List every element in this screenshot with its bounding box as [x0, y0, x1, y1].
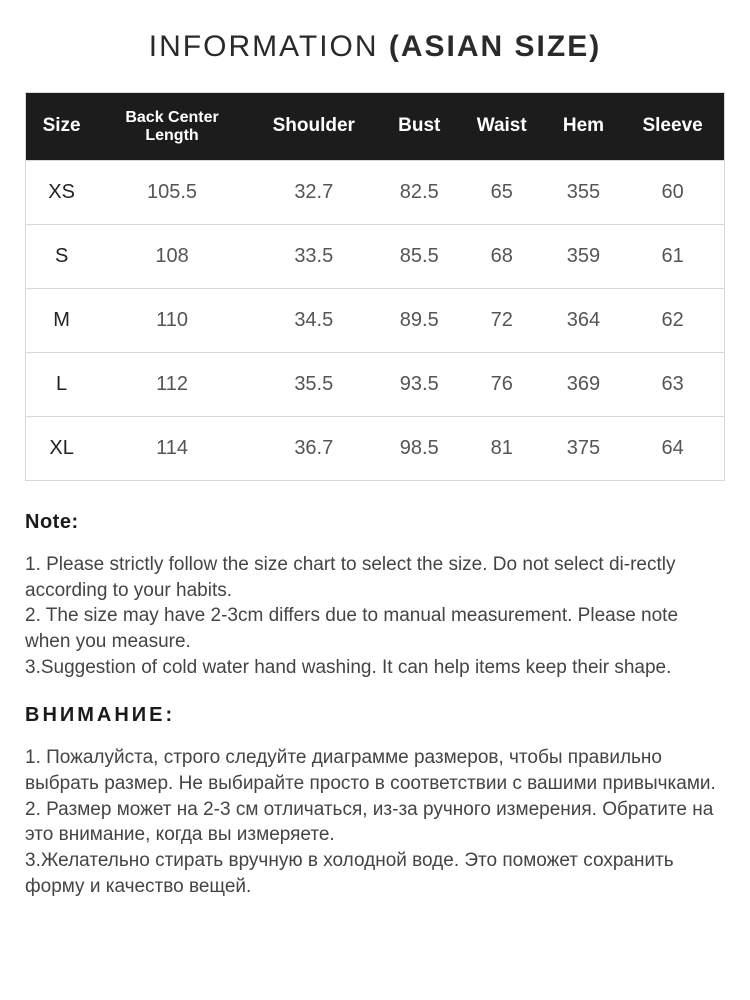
cell: 35.5	[247, 353, 381, 417]
cell: S	[26, 225, 98, 289]
cell: 105.5	[97, 161, 247, 225]
cell: 375	[546, 417, 622, 481]
table-row: L 112 35.5 93.5 76 369 63	[26, 353, 725, 417]
cell: 34.5	[247, 289, 381, 353]
cell: 62	[621, 289, 724, 353]
cell: 36.7	[247, 417, 381, 481]
cell: 359	[546, 225, 622, 289]
size-table: Size Back CenterLength Shoulder Bust Wai…	[25, 92, 725, 481]
cell: 64	[621, 417, 724, 481]
col-sleeve: Sleeve	[621, 93, 724, 161]
cell: 93.5	[381, 353, 458, 417]
page-title: INFORMATION (ASIAN SIZE)	[25, 30, 725, 64]
title-bold: (ASIAN SIZE)	[389, 30, 601, 63]
note-heading-en: Note:	[25, 511, 725, 534]
col-hem: Hem	[546, 93, 622, 161]
cell: 32.7	[247, 161, 381, 225]
title-prefix: INFORMATION	[149, 30, 389, 63]
cell: 61	[621, 225, 724, 289]
cell: 355	[546, 161, 622, 225]
table-row: XL 114 36.7 98.5 81 375 64	[26, 417, 725, 481]
cell: 63	[621, 353, 724, 417]
cell: 68	[458, 225, 546, 289]
cell: L	[26, 353, 98, 417]
note-heading-ru: ВНИМАНИЕ:	[25, 704, 725, 727]
cell: XL	[26, 417, 98, 481]
cell: 112	[97, 353, 247, 417]
cell: 98.5	[381, 417, 458, 481]
table-body: XS 105.5 32.7 82.5 65 355 60 S 108 33.5 …	[26, 161, 725, 481]
cell: 33.5	[247, 225, 381, 289]
cell: 108	[97, 225, 247, 289]
cell: 60	[621, 161, 724, 225]
note-body-ru: 1. Пожалуйста, строго следуйте диаграмме…	[25, 745, 725, 899]
cell: 72	[458, 289, 546, 353]
cell: 114	[97, 417, 247, 481]
cell: 110	[97, 289, 247, 353]
table-row: M 110 34.5 89.5 72 364 62	[26, 289, 725, 353]
col-shoulder: Shoulder	[247, 93, 381, 161]
col-back-center-length: Back CenterLength	[97, 93, 247, 161]
cell: 364	[546, 289, 622, 353]
cell: 76	[458, 353, 546, 417]
cell: 85.5	[381, 225, 458, 289]
table-row: S 108 33.5 85.5 68 359 61	[26, 225, 725, 289]
cell: M	[26, 289, 98, 353]
cell: 89.5	[381, 289, 458, 353]
cell: 369	[546, 353, 622, 417]
table-row: XS 105.5 32.7 82.5 65 355 60	[26, 161, 725, 225]
table-header-row: Size Back CenterLength Shoulder Bust Wai…	[26, 93, 725, 161]
cell: 65	[458, 161, 546, 225]
col-waist: Waist	[458, 93, 546, 161]
note-body-en: 1. Please strictly follow the size chart…	[25, 552, 725, 680]
col-size: Size	[26, 93, 98, 161]
col-bust: Bust	[381, 93, 458, 161]
cell: 81	[458, 417, 546, 481]
cell: 82.5	[381, 161, 458, 225]
cell: XS	[26, 161, 98, 225]
